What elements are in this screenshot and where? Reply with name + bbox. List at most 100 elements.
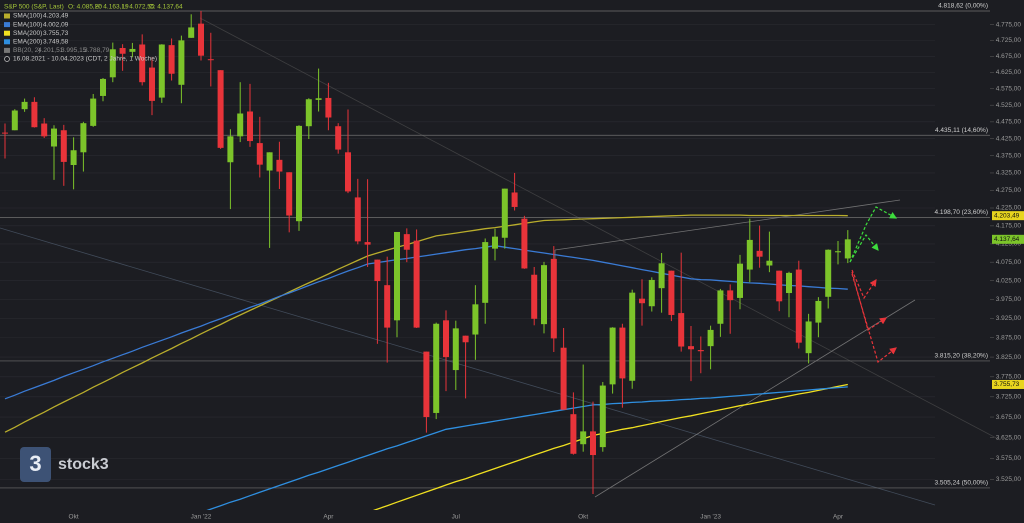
y-tick-label: 4.725,00 xyxy=(996,37,1022,44)
candle-body xyxy=(737,263,743,298)
trend-line xyxy=(0,227,936,506)
candle-body xyxy=(403,234,410,250)
candle-body xyxy=(727,290,734,301)
level-label: 3.815,20 (38,20%) xyxy=(935,353,988,360)
candle-body xyxy=(129,48,136,52)
level-label: 4.198,70 (23,60%) xyxy=(935,209,988,216)
candle-body xyxy=(80,123,87,153)
legend-swatch xyxy=(4,13,10,19)
ohlc-label: C: 4.137,64 xyxy=(149,4,183,11)
candle-body xyxy=(11,110,18,131)
candle-body xyxy=(423,351,430,418)
x-tick-label: Jan '22 xyxy=(191,514,212,521)
candle-body xyxy=(325,97,332,118)
candle-body xyxy=(697,350,704,352)
candle-body xyxy=(119,48,126,54)
indicator-line xyxy=(4,214,848,433)
candle-body xyxy=(266,152,273,171)
candle-body xyxy=(296,125,302,222)
candle-body xyxy=(158,44,165,98)
candle-body xyxy=(511,192,518,207)
legend-value: 4.002,09 xyxy=(43,21,69,28)
legend-value: 3.749,58 xyxy=(43,39,69,46)
candle-body xyxy=(550,258,557,339)
watermark: 3 stock3 xyxy=(20,447,109,482)
candle-body xyxy=(766,260,773,266)
trend-line xyxy=(199,17,1001,441)
price-tag xyxy=(992,211,1024,221)
indicator-line xyxy=(4,245,848,400)
candle-body xyxy=(815,300,822,323)
y-tick-label: 3.925,00 xyxy=(996,315,1022,322)
trend-lines xyxy=(0,17,1001,506)
ohlc-label: L: 4.072,55 xyxy=(122,4,155,11)
price-tag xyxy=(992,234,1024,244)
arrow xyxy=(849,233,879,263)
x-tick-label: Jul xyxy=(452,514,461,521)
candle-body xyxy=(541,265,547,325)
candle-body xyxy=(658,263,665,289)
x-tick-label: Apr xyxy=(323,514,334,521)
level-label: 3.505,24 (50,00%) xyxy=(935,480,988,487)
y-tick-label: 4.175,00 xyxy=(996,223,1022,230)
legend-value: 4.201,51 xyxy=(38,47,64,54)
legend-value: 3.995,15 xyxy=(61,47,87,54)
legend-value: 3.755,73 xyxy=(43,30,69,37)
level-label: 4.435,11 (14,60%) xyxy=(935,127,988,134)
candle-body xyxy=(276,159,283,172)
candle-body xyxy=(531,274,538,319)
y-tick-label: 4.525,00 xyxy=(996,102,1022,109)
candle-body xyxy=(776,270,783,302)
candle-body xyxy=(835,251,841,253)
candle-body xyxy=(501,188,508,238)
candle-body xyxy=(746,239,753,270)
legend-name: SMA(200) xyxy=(13,30,42,37)
arrow xyxy=(851,271,887,331)
candle-body xyxy=(149,67,155,101)
candle-body xyxy=(305,99,312,127)
candle-body xyxy=(51,128,57,147)
candle-body xyxy=(139,44,146,83)
price-tag-label: 4.137,64 xyxy=(994,236,1020,243)
legend-swatch xyxy=(4,47,10,53)
trend-line xyxy=(594,299,916,498)
candle-body xyxy=(590,431,596,456)
candle-body xyxy=(2,132,8,134)
y-tick-label: 3.525,00 xyxy=(996,476,1022,483)
candle-body xyxy=(521,218,528,269)
candle-body xyxy=(433,323,440,413)
candle-body xyxy=(688,346,694,350)
price-tag-label: 3.755,73 xyxy=(994,381,1020,388)
y-tick-label: 4.025,00 xyxy=(996,277,1022,284)
y-tick-label: 3.625,00 xyxy=(996,434,1022,441)
candle-body xyxy=(207,59,214,61)
legend-swatch xyxy=(4,39,10,45)
candle-body xyxy=(31,101,38,128)
candle-body xyxy=(786,272,792,294)
x-tick-label: Apr xyxy=(833,514,844,521)
candle-body xyxy=(21,101,28,110)
y-tick-label: 3.675,00 xyxy=(996,414,1022,421)
candle-body xyxy=(472,304,479,335)
y-tick-label: 3.575,00 xyxy=(996,455,1022,462)
y-tick-label: 4.575,00 xyxy=(996,85,1022,92)
arrow xyxy=(851,273,897,364)
candle-body xyxy=(492,236,498,249)
candle-body xyxy=(227,136,234,163)
logo-text: stock3 xyxy=(58,456,109,473)
ohlc-label: H: 4.163,19 xyxy=(95,4,129,11)
candle-body xyxy=(70,150,77,165)
indicator-line xyxy=(206,386,848,510)
y-tick-label: 3.875,00 xyxy=(996,334,1022,341)
y-tick-label: 4.075,00 xyxy=(996,259,1022,266)
y-tick-label: 4.275,00 xyxy=(996,187,1022,194)
candle-body xyxy=(345,152,351,192)
candle-body xyxy=(168,45,175,74)
candle-body xyxy=(384,285,391,328)
candle-body xyxy=(247,111,253,142)
instrument-title: S&P 500 (S&P, Last) xyxy=(4,4,64,11)
candle-body xyxy=(443,320,449,358)
trend-line xyxy=(554,199,901,251)
candle-body xyxy=(286,172,293,216)
y-tick-label: 4.775,00 xyxy=(996,21,1022,28)
